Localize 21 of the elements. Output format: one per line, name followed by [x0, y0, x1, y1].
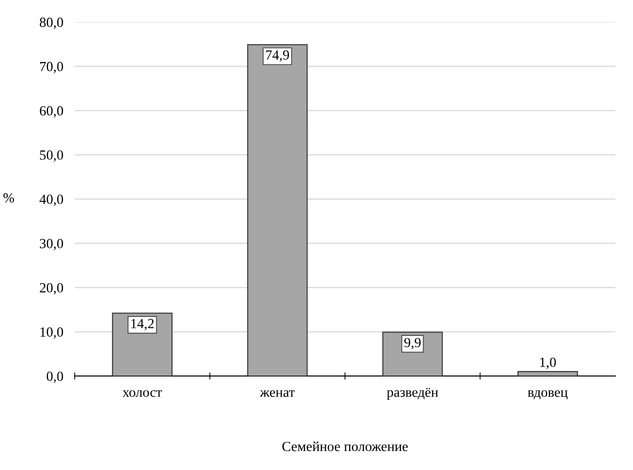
data-label: 1,0: [540, 358, 556, 369]
data-label: 14,2: [131, 318, 154, 330]
bar: [247, 44, 308, 376]
x-tick-label: женат: [260, 390, 295, 397]
y-tick-label: 20,0: [40, 283, 64, 294]
y-tick-label: 40,0: [40, 194, 64, 206]
y-tick-label: 70,0: [40, 62, 64, 74]
data-label: 74,9: [266, 50, 289, 62]
x-tick-label: разведён: [386, 388, 438, 400]
y-axis-title: %: [3, 193, 14, 203]
bar: [517, 371, 578, 376]
x-tick-label: холост: [122, 390, 162, 397]
y-tick-label: 0,0: [46, 372, 64, 383]
data-label: 9,9: [404, 338, 421, 350]
y-tick-label: 80,0: [40, 18, 64, 30]
y-tick-label: 60,0: [40, 106, 64, 118]
x-tick-label: вдовец: [528, 390, 568, 400]
y-tick-label: 10,0: [40, 327, 64, 339]
y-tick-label: 30,0: [40, 238, 64, 250]
x-axis-title: Семейное положение: [282, 442, 408, 452]
y-tick-label: 50,0: [40, 150, 64, 162]
